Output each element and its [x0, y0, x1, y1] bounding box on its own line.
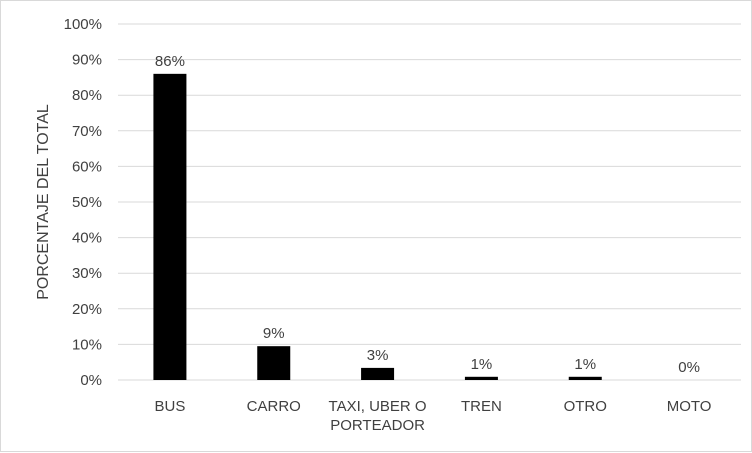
data-label: 0% [678, 359, 700, 376]
y-tick-label: 70% [72, 123, 102, 140]
data-label: 3% [367, 347, 389, 364]
x-tick-label: CARRO [247, 398, 301, 415]
bar [361, 367, 395, 380]
y-tick-label: 10% [72, 336, 102, 353]
data-label: 1% [574, 356, 596, 373]
data-label: 9% [263, 325, 285, 342]
x-tick-label: OTRO [564, 398, 607, 415]
y-tick-label: 80% [72, 87, 102, 104]
x-tick-label: BUS [154, 398, 185, 415]
data-label: 1% [471, 356, 493, 373]
y-tick-label: 50% [72, 194, 102, 211]
data-label: 86% [155, 53, 185, 70]
y-tick-label: 100% [64, 16, 102, 33]
y-tick-label: 0% [80, 372, 102, 389]
x-tick-label: PORTEADOR [330, 417, 425, 434]
bar [257, 346, 291, 380]
bar [153, 73, 187, 380]
y-tick-label: 30% [72, 265, 102, 282]
x-tick-label: TREN [461, 398, 502, 415]
y-tick-label: 20% [72, 301, 102, 318]
x-tick-label: MOTO [667, 398, 712, 415]
y-tick-label: 40% [72, 230, 102, 247]
y-tick-label: 60% [72, 158, 102, 175]
y-tick-label: 90% [72, 52, 102, 69]
bar [464, 376, 498, 380]
x-tick-label: TAXI, UBER O [329, 398, 427, 415]
y-axis-label: PORCENTAJE DEL TOTAL [35, 104, 52, 300]
bar [568, 376, 602, 380]
